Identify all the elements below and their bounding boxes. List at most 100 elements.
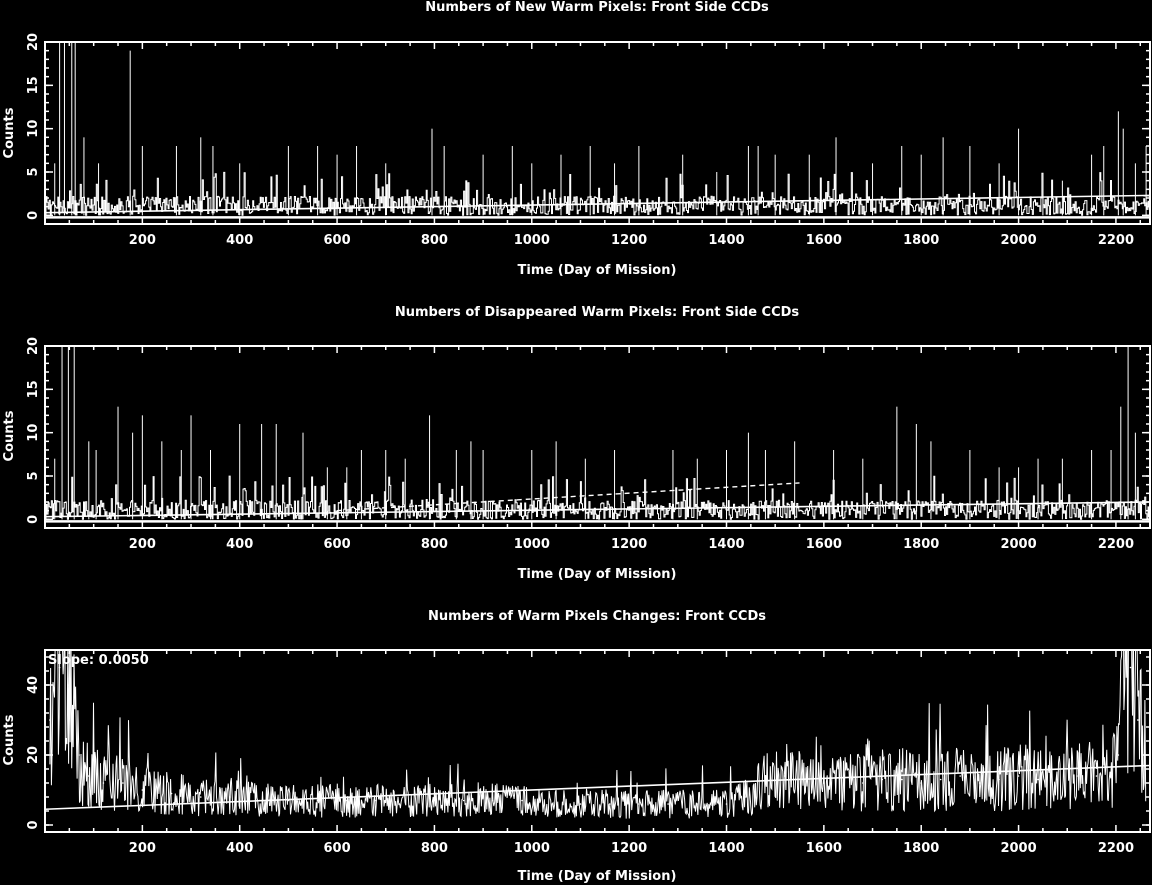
data-point xyxy=(68,684,71,686)
data-point xyxy=(998,778,1000,781)
data-point xyxy=(1076,775,1078,777)
data-point xyxy=(881,778,884,781)
x-tick-label: 1400 xyxy=(708,537,744,552)
data-point xyxy=(579,803,582,805)
x-tick-label: 400 xyxy=(226,233,253,248)
data-point xyxy=(696,803,699,805)
data-point xyxy=(667,803,669,805)
plot-frame xyxy=(44,41,1151,225)
data-point xyxy=(1095,775,1098,777)
x-tick-label: 800 xyxy=(421,841,448,856)
x-tick-label: 1600 xyxy=(806,841,842,856)
data-point xyxy=(78,754,80,756)
x-tick-label: 2200 xyxy=(1098,841,1134,856)
data-point xyxy=(88,775,90,777)
y-tick-label: 5 xyxy=(26,471,41,480)
x-tick-label: 400 xyxy=(226,841,253,856)
data-point xyxy=(122,782,124,784)
plot-area: 200 400 600 800 1000 1200 1400 1600 1800 2000 2200… xyxy=(26,337,1150,552)
y-axis-label: Counts xyxy=(2,714,17,765)
x-tick-label: 200 xyxy=(129,233,156,248)
x-tick-label: 1800 xyxy=(903,841,939,856)
plot-area: 200 400 600 800 1000 1200 1400 1600 1800 2000 2200… xyxy=(26,650,1150,856)
x-tick-label: 400 xyxy=(226,537,253,552)
data-point xyxy=(1037,778,1039,781)
x-axis-label: Time (Day of Mission) xyxy=(518,567,677,582)
data-point xyxy=(141,789,144,791)
plot-frame xyxy=(44,345,1151,529)
x-tick-label: 1600 xyxy=(806,537,842,552)
x-tick-label: 1800 xyxy=(903,537,939,552)
y-tick-label: 15 xyxy=(26,76,41,94)
x-tick-label: 1000 xyxy=(514,537,550,552)
y-tick-label: 10 xyxy=(26,424,41,442)
slope-annotation: Slope: 0.0050 xyxy=(48,653,149,668)
x-tick-label: 2000 xyxy=(1000,537,1036,552)
x-tick-label: 1000 xyxy=(514,233,550,248)
x-tick-label: 200 xyxy=(129,537,156,552)
data-point xyxy=(229,796,231,798)
x-axis-label: Time (Day of Mission) xyxy=(518,263,677,278)
y-tick-label: 10 xyxy=(26,120,41,138)
trend-line-dashed xyxy=(337,482,800,512)
data-point xyxy=(764,782,767,784)
data-point xyxy=(920,782,923,784)
data-point xyxy=(1129,666,1132,669)
trend-line xyxy=(45,501,1150,518)
data-point xyxy=(745,796,747,798)
trend-line xyxy=(45,764,1150,811)
data-point xyxy=(462,799,465,802)
y-tick-label: 5 xyxy=(26,167,41,176)
data-point xyxy=(49,719,51,721)
x-tick-label: 200 xyxy=(129,841,156,856)
data-point xyxy=(102,782,105,784)
chart-title: Numbers of Warm Pixels Changes: Front CC… xyxy=(428,609,766,624)
x-tick-label: 1400 xyxy=(708,841,744,856)
data-point xyxy=(959,775,961,777)
y-tick-label: 0 xyxy=(26,820,41,829)
chart-title: Numbers of New Warm Pixels: Front Side C… xyxy=(425,0,769,15)
data-point xyxy=(978,782,981,784)
plot-clip-group xyxy=(45,346,1150,523)
data-point xyxy=(316,799,319,802)
series-noise xyxy=(45,171,1150,216)
panel-disappeared-warm-pixels: Numbers of Disappeared Warm Pixels: Fron… xyxy=(2,305,1151,582)
data-point xyxy=(1110,771,1112,774)
x-tick-label: 1200 xyxy=(611,233,647,248)
data-point xyxy=(1017,775,1020,777)
y-tick-label: 15 xyxy=(26,380,41,398)
data-point xyxy=(823,782,825,784)
y-tick-label: 0 xyxy=(26,515,41,524)
x-tick-label: 1000 xyxy=(514,841,550,856)
data-point xyxy=(58,666,61,669)
data-point xyxy=(1056,782,1059,784)
x-axis-label: Time (Day of Mission) xyxy=(518,869,677,884)
x-tick-label: 2000 xyxy=(1000,233,1036,248)
data-point xyxy=(1117,754,1120,756)
y-tick-label: 20 xyxy=(26,33,41,51)
data-point xyxy=(346,799,348,802)
data-point xyxy=(550,803,553,805)
panel-new-warm-pixels: Numbers of New Warm Pixels: Front Side C… xyxy=(2,0,1151,278)
data-point xyxy=(375,799,377,802)
data-point xyxy=(492,799,494,802)
x-tick-label: 2000 xyxy=(1000,841,1036,856)
data-point xyxy=(861,782,864,784)
series-noise xyxy=(45,475,1150,520)
data-point xyxy=(608,803,611,805)
chart-title: Numbers of Disappeared Warm Pixels: Fron… xyxy=(395,305,800,320)
x-tick-label: 1200 xyxy=(611,841,647,856)
plot-area: 200 400 600 800 1000 1200 1400 1600 1800 2000 2200… xyxy=(26,33,1150,248)
plot-frame xyxy=(44,649,1151,833)
trend-line xyxy=(45,194,1150,214)
x-tick-label: 600 xyxy=(324,841,351,856)
data-point xyxy=(404,799,407,802)
data-point xyxy=(433,799,436,802)
x-tick-label: 600 xyxy=(324,233,351,248)
x-tick-label: 2200 xyxy=(1098,537,1134,552)
data-point xyxy=(939,778,942,781)
y-tick-label: 20 xyxy=(26,746,41,764)
data-point xyxy=(725,803,728,805)
y-axis-label: Counts xyxy=(2,107,17,158)
